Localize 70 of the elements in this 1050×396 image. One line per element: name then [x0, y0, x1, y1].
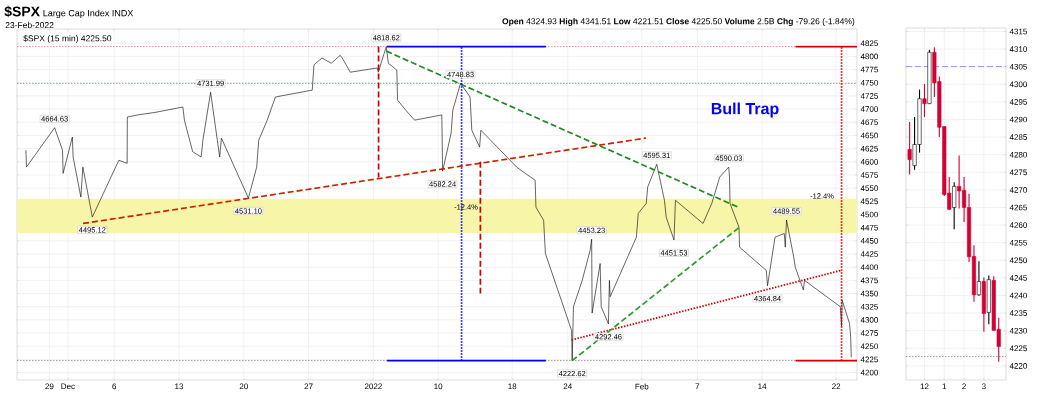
x-tick-label: 2 [962, 383, 966, 390]
y-tick-label: 4525 [860, 198, 878, 205]
y-tick-label: 4300 [860, 317, 879, 323]
y-tick-label: 4800 [860, 53, 879, 60]
y-tick-label: 4625 [860, 145, 878, 152]
y-tick-label: 4235 [1009, 310, 1027, 316]
y-tick-label: 4475 [860, 224, 878, 231]
x-tick-label: 12 [920, 383, 929, 390]
y-tick-label: 4450 [860, 238, 879, 244]
y-tick-label: 4200 [860, 369, 879, 376]
y-tick-label: 4255 [1009, 239, 1027, 246]
y-tick-label: 4275 [1009, 169, 1027, 176]
x-tick-label: 3 [981, 383, 986, 390]
x-tick-label: 22 [832, 383, 841, 390]
y-tick-label: 4775 [860, 66, 878, 73]
annotation: Bull Trap [711, 102, 779, 118]
x-tick-label: 2022 [364, 383, 382, 390]
y-tick-label: 4220 [1009, 363, 1028, 369]
y-tick-label: 4225 [860, 356, 878, 363]
x-tick-label: 29 [45, 383, 54, 390]
y-tick-label: 4825 [860, 40, 878, 47]
y-tick-label: 4600 [860, 158, 879, 165]
x-tick-label: 10 [434, 383, 443, 390]
y-tick-label: 4315 [1009, 28, 1027, 35]
x-tick-label: 14 [758, 383, 767, 390]
x-tick-label: 24 [563, 383, 572, 390]
y-tick-label: 4305 [1009, 63, 1027, 70]
x-tick-label: 1 [942, 383, 947, 390]
y-tick-label: 4575 [860, 172, 878, 178]
y-tick-label: 4265 [1009, 204, 1027, 211]
x-tick-label: 18 [508, 383, 517, 390]
y-tick-label: 4650 [860, 132, 879, 139]
x-tick-label: Dec [61, 383, 75, 390]
chart-subtitle: Large Cap Index INDX [43, 9, 134, 19]
x-tick-label: 7 [695, 383, 700, 390]
y-tick-label: 4700 [860, 106, 879, 112]
y-tick-label: 4325 [860, 303, 878, 310]
y-tick-label: 4290 [1009, 116, 1028, 123]
text: Open 4324.93 High 4341.51 Low 4221.51 Close 4225.50 Volume 2.5B Chg -79.26 (-1.84%) [502, 18, 855, 26]
text: 23-Feb-2022 [5, 21, 54, 29]
y-tick-label: 4250 [860, 343, 879, 350]
y-tick-label: 4250 [1009, 257, 1028, 264]
y-tick-label: 4245 [1009, 275, 1027, 281]
y-tick-label: 4400 [860, 264, 879, 271]
y-tick-label: 4295 [1009, 99, 1027, 105]
annotation: $SPX (15 min) 4225.50 [23, 34, 112, 44]
x-tick-label: 27 [304, 383, 313, 390]
y-tick-label: 4300 [1009, 81, 1028, 88]
chart-title: $SPX [4, 5, 40, 18]
x-tick-label: 6 [112, 383, 117, 390]
x-tick-label: Feb [635, 383, 649, 390]
y-tick-label: 4425 [860, 251, 878, 257]
y-tick-label: 4270 [1009, 187, 1028, 193]
y-tick-label: 4550 [860, 185, 879, 191]
y-tick-label: 4260 [1009, 222, 1028, 228]
y-tick-label: 4240 [1009, 292, 1028, 299]
y-tick-label: 4230 [1009, 327, 1028, 334]
y-tick-label: 4275 [860, 330, 878, 336]
y-tick-label: 4310 [1009, 46, 1028, 52]
y-tick-label: 4750 [860, 79, 879, 86]
x-tick-label: 13 [175, 383, 184, 390]
y-tick-label: 4280 [1009, 151, 1028, 158]
x-tick-label: 20 [239, 383, 248, 390]
y-tick-label: 4285 [1009, 134, 1027, 140]
y-tick-label: 4675 [860, 119, 878, 126]
y-tick-label: 4725 [860, 93, 878, 99]
y-tick-label: 4375 [860, 277, 878, 284]
y-tick-label: 4350 [860, 290, 879, 297]
y-tick-label: 4500 [860, 211, 879, 218]
y-tick-label: 4225 [1009, 345, 1027, 352]
